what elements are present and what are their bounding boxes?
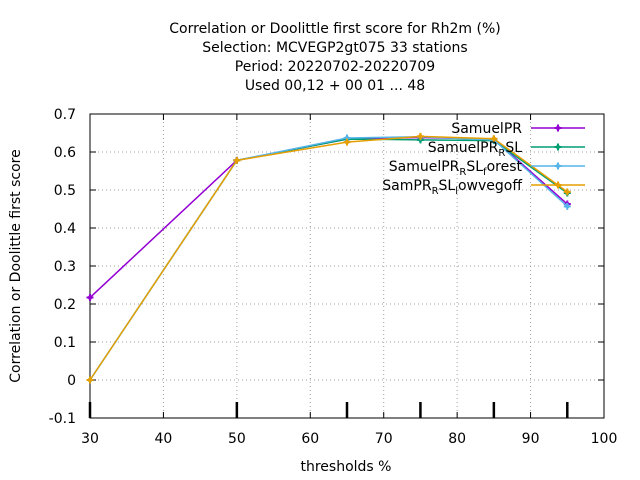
y-tick-label: 0.7 <box>54 107 76 123</box>
y-axis: -0.1 0 0.1 0.2 0.3 0.4 0.5 0.6 0.7 <box>49 107 604 427</box>
data-point-dot <box>418 134 423 139</box>
y-tick-label: 0.6 <box>54 145 76 161</box>
legend-label: SamuelPRRSL <box>428 140 522 159</box>
y-tick-label: 0.1 <box>54 335 76 351</box>
legend: SamuelPR SamuelPRRSLSamuelPRRSLforestSamP… <box>382 121 585 197</box>
y-tick-label: -0.1 <box>49 411 76 427</box>
chart-title: Correlation or Doolittle first score for… <box>169 21 500 94</box>
data-point-dot <box>87 295 93 300</box>
data-point-dot <box>565 189 570 195</box>
data-point-dot <box>491 136 497 141</box>
title-line: Period: 20220702-20220709 <box>235 59 435 75</box>
series-line <box>89 138 568 381</box>
threshold-markers <box>88 402 569 418</box>
legend-label: SamuelPR <box>451 121 522 137</box>
legend-label: SamPRRSLlowvegoff <box>382 178 522 197</box>
x-axis: 30 40 50 60 70 80 90 100 <box>81 114 617 447</box>
data-point-dot <box>344 135 350 141</box>
x-tick-label: 60 <box>301 431 319 447</box>
legend-marker-dot <box>555 182 561 188</box>
title-line: Used 00,12 + 00 01 ... 48 <box>245 78 425 94</box>
y-tick-label: 0.3 <box>54 259 76 275</box>
legend-marker-dot <box>555 163 561 169</box>
title-line: Correlation or Doolittle first score for… <box>169 21 500 37</box>
y-axis-label: Correlation or Doolittle first score <box>8 149 24 382</box>
legend-marker-dot <box>555 144 561 150</box>
data-series <box>86 132 571 384</box>
data-point-dot <box>344 139 350 145</box>
x-tick-label: 80 <box>448 431 466 447</box>
x-tick-label: 30 <box>81 431 99 447</box>
y-tick-label: 0 <box>67 373 76 389</box>
x-axis-label: thresholds % <box>301 459 392 475</box>
y-tick-label: 0.2 <box>54 297 76 313</box>
series-SamPR_RSL_lowvegoff <box>86 132 571 384</box>
legend-label: SamuelPRRSLforest <box>389 159 523 178</box>
x-tick-label: 100 <box>591 431 618 447</box>
y-tick-label: 0.5 <box>54 183 76 199</box>
x-tick-label: 40 <box>155 431 173 447</box>
x-tick-label: 70 <box>375 431 393 447</box>
grid-lines <box>90 114 604 418</box>
series-line <box>89 135 568 381</box>
x-tick-label: 50 <box>228 431 246 447</box>
data-point-dot <box>87 377 93 383</box>
data-point-dot <box>565 204 570 209</box>
data-point-dot <box>234 158 240 163</box>
x-tick-label: 90 <box>522 431 540 447</box>
legend-marker-dot <box>555 125 561 131</box>
y-tick-label: 0.4 <box>54 221 76 237</box>
title-line: Selection: MCVEGP2gt075 33 stations <box>202 40 467 56</box>
